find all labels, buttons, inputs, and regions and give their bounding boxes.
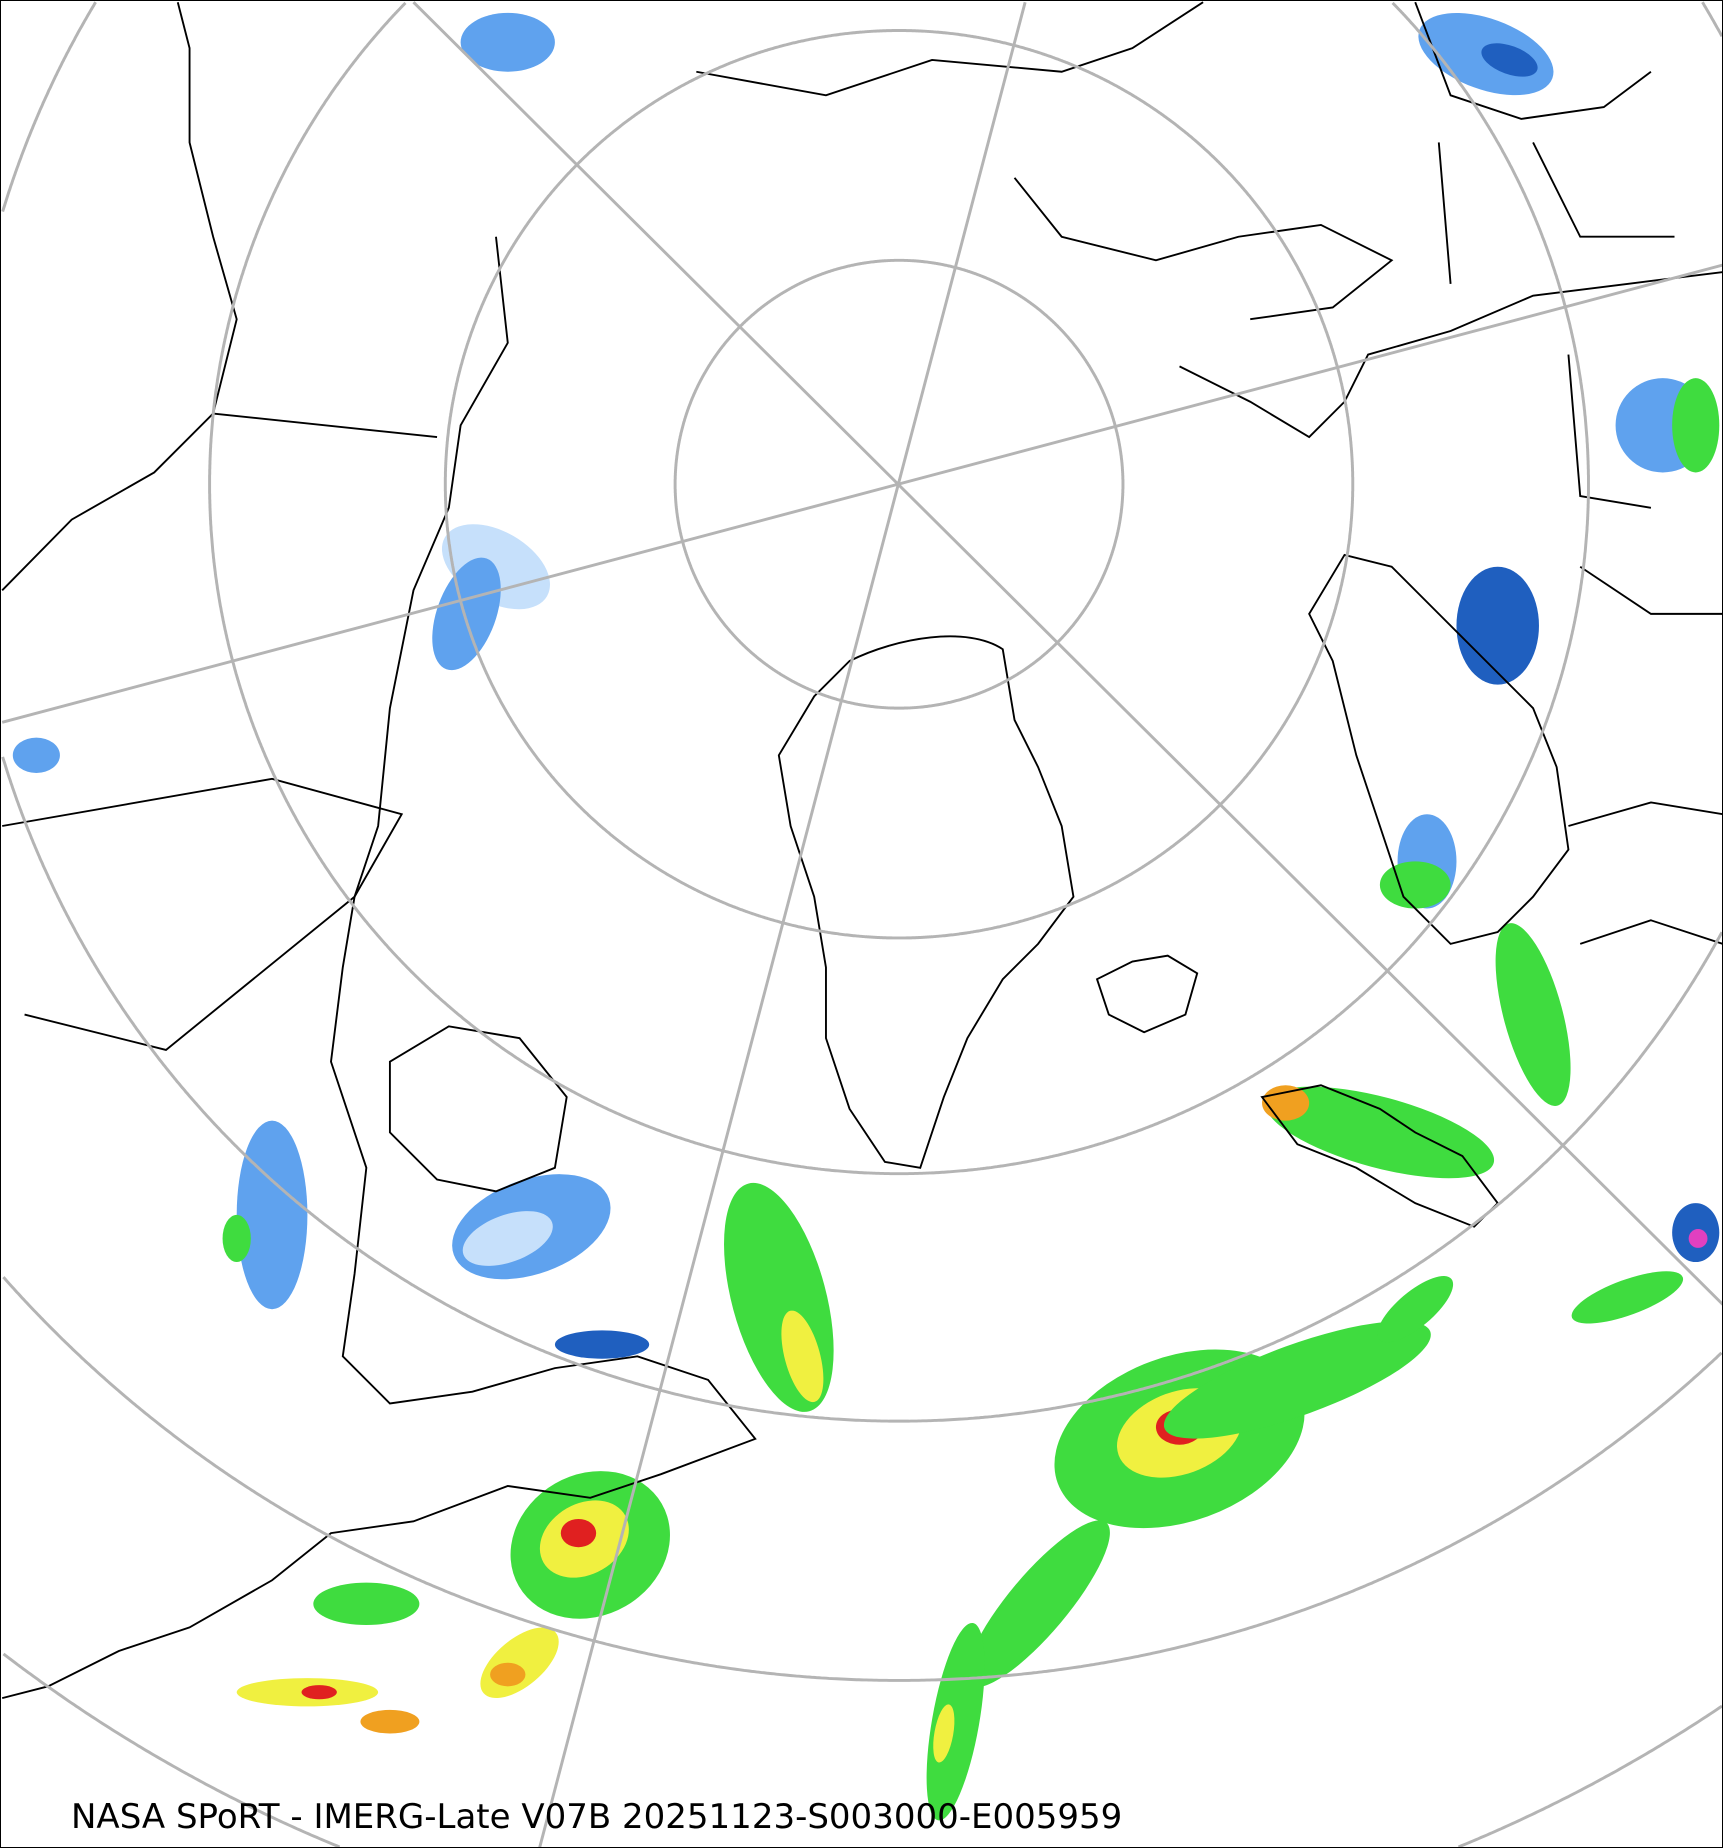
latitude-circle (443, 29, 1355, 940)
rain-area (1262, 1085, 1310, 1121)
rain-area (926, 1622, 985, 1821)
snow-area (432, 557, 501, 671)
precipitation-layer (12, 12, 1720, 1821)
siberia-coastline (696, 1, 1722, 439)
meridian-line (538, 1, 1027, 1847)
rain-area (966, 1520, 1110, 1688)
rain-area (360, 1709, 420, 1734)
rain-area (1265, 1086, 1495, 1179)
rain-area (222, 1214, 251, 1263)
latitude-circle (208, 1, 1590, 1176)
rain-area (490, 1662, 526, 1687)
hudson-bay-coastline (388, 1025, 568, 1193)
rain-area (313, 1582, 420, 1626)
latitude-circle (673, 258, 1125, 710)
europe-asia-borders (1414, 1, 1722, 945)
latitude-circle (2, 1652, 1722, 1847)
greenland-coastline (777, 635, 1075, 1169)
rain-area (724, 1182, 834, 1412)
rain-area (560, 1518, 597, 1548)
snow-area (1481, 43, 1538, 77)
meridian-line (1, 263, 1722, 724)
alaska-coastline (1, 1, 238, 591)
snow-area (554, 1330, 650, 1359)
map-caption: NASA SPoRT - IMERG-Late V07B 20251123-S0… (71, 1797, 1123, 1837)
latitude-circle (1, 1, 1722, 1423)
snow-area (1456, 566, 1539, 685)
rain-area (1163, 1321, 1431, 1439)
rain-area (301, 1685, 337, 1700)
europe-coastline (1308, 553, 1570, 945)
latitude-circle (2, 1276, 1722, 1682)
north-america-coastline (1, 236, 757, 1700)
snow-area (12, 737, 60, 773)
rain-area (1377, 1276, 1454, 1343)
iceland-coastline (1095, 954, 1199, 1034)
rain-area (1672, 378, 1720, 473)
snow-area (1688, 1229, 1708, 1248)
snow-area (236, 1120, 308, 1310)
rain-area (933, 1704, 955, 1763)
rain-area (1379, 861, 1451, 909)
canadian-border (2, 412, 438, 1051)
meridian-line (412, 1, 1722, 1306)
rain-area (1571, 1271, 1684, 1324)
rain-area (781, 1310, 824, 1403)
snow-area (460, 12, 555, 72)
coastlines-layer (1, 1, 1722, 1700)
rain-area (1495, 923, 1571, 1106)
snow-area (462, 1211, 553, 1266)
